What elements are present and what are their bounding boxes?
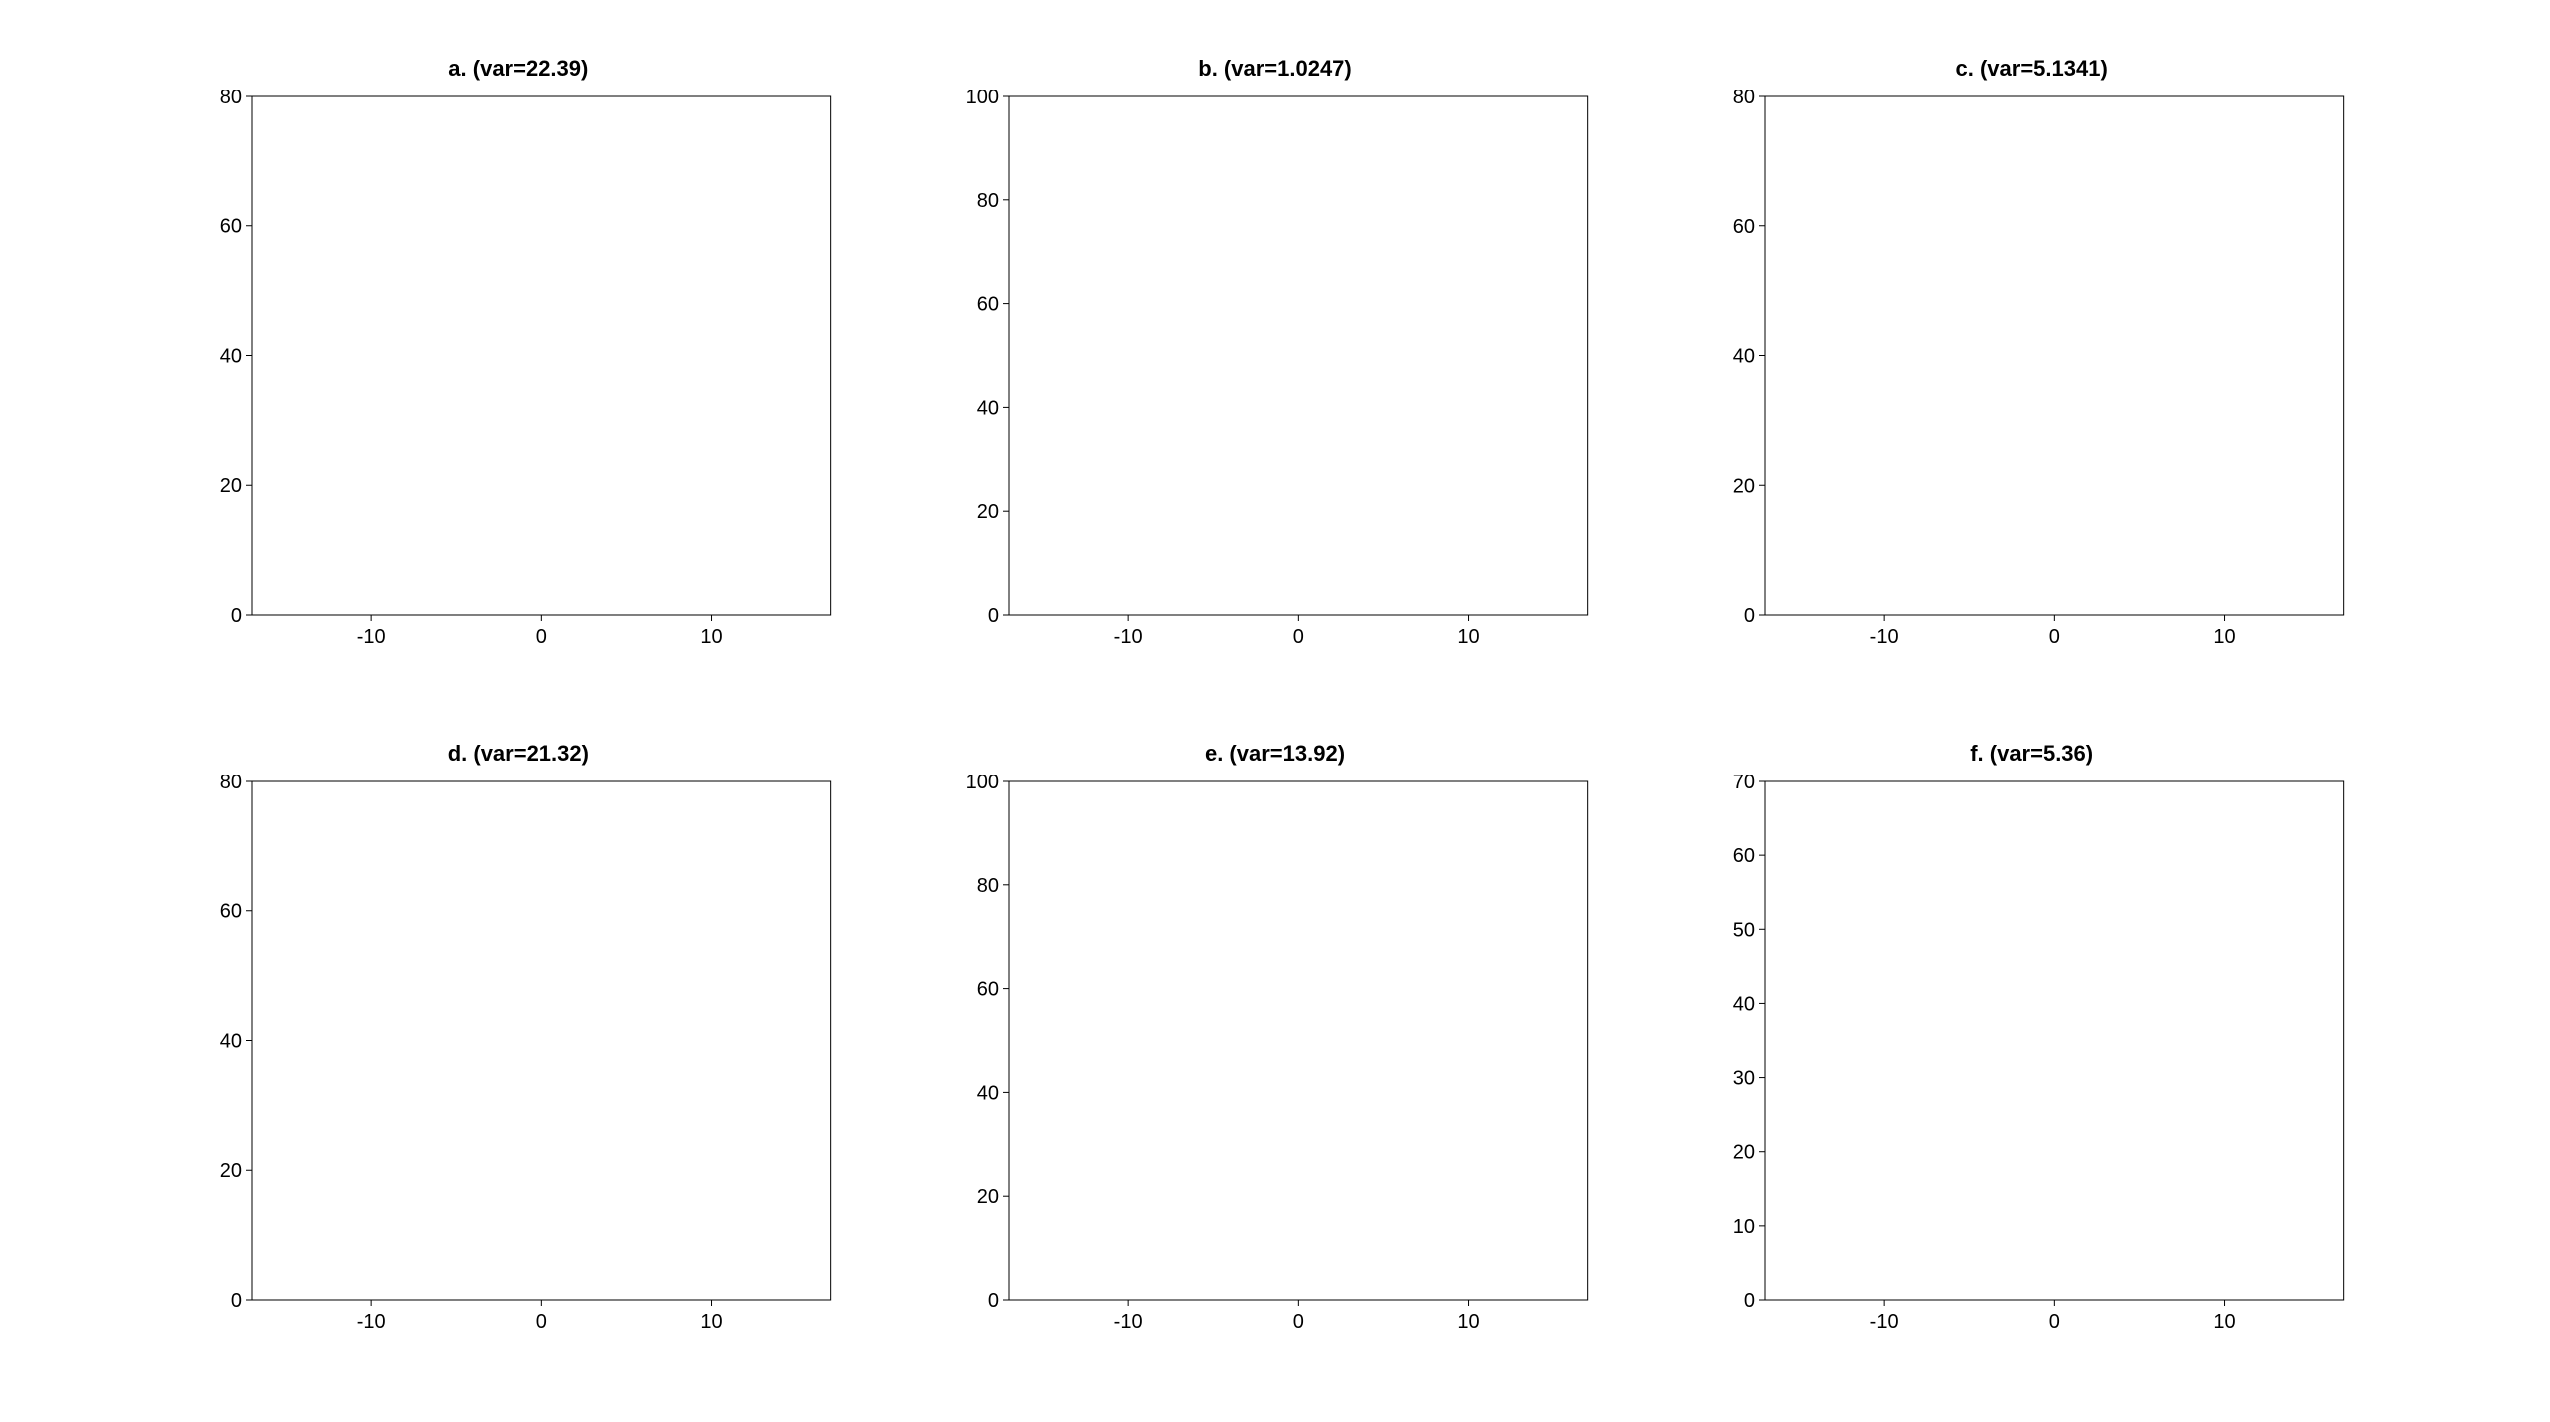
axis-box [1765,96,2344,615]
xtick-label: 10 [2214,626,2236,648]
axis-box [1765,781,2344,1300]
ytick-label: 100 [965,775,998,793]
ytick-label: 20 [1733,475,1755,497]
ytick-label: 30 [1733,1068,1755,1090]
ytick-label: 40 [1733,993,1755,1015]
ytick-label: 20 [976,501,998,523]
xtick-label: 10 [700,626,722,648]
ytick-label: 40 [976,1082,998,1104]
ytick-label: 40 [1733,346,1755,368]
histogram-e: 0 20 40 60 80 100 -10 0 10 [957,775,1594,1340]
ytick-label: 100 [965,90,998,108]
xtick-label: 10 [1457,1311,1479,1333]
ytick-label: 20 [220,475,242,497]
panel-title-e: e. (var=13.92) [957,741,1594,767]
histogram-d: 0 20 40 60 80 -10 0 10 [200,775,837,1340]
panel-c: c. (var=5.1341)020406080-10010 [1713,90,2350,655]
ytick-label: 50 [1733,919,1755,941]
ytick-label: 20 [1733,1142,1755,1164]
ytick-label: 60 [976,979,998,1001]
ytick-label: 70 [1733,775,1755,793]
axis-box [252,96,831,615]
panel-grid: a. (var=22.39)020406080-10010b. (var=1.0… [200,90,2350,1340]
axis-box [1009,781,1588,1300]
ytick-label: 0 [231,1290,242,1312]
ytick-label: 80 [220,775,242,793]
panel-f: f. (var=5.36)010203040506070-10010 [1713,775,2350,1340]
panel-title-d: d. (var=21.32) [200,741,837,767]
ytick-label: 0 [1744,605,1755,627]
ytick-label: 80 [220,90,242,108]
histogram-f: 0 10 20 30 40 50 60 70 -10 0 10 [1713,775,2350,1340]
xtick-label: 10 [2214,1311,2236,1333]
ytick-label: 60 [220,901,242,923]
ytick-label: 40 [220,1031,242,1053]
ytick-label: 60 [220,216,242,238]
histogram-c: 0 20 40 60 80 -10 0 10 [1713,90,2350,655]
ytick-label: 80 [976,875,998,897]
xtick-label: 0 [536,1311,547,1333]
ytick-label: 60 [1733,216,1755,238]
ytick-label: 40 [976,397,998,419]
ytick-label: 20 [976,1186,998,1208]
xtick-label: 0 [1292,1311,1303,1333]
panel-title-b: b. (var=1.0247) [957,56,1594,82]
xtick-label: 0 [2049,1311,2060,1333]
ytick-label: 40 [220,346,242,368]
ytick-label: 60 [1733,845,1755,867]
figure: a. (var=22.39) 0 20 40 60 80 -10 0 10 b. (var=1.0… [0,0,2550,1422]
xtick-label: 0 [1292,626,1303,648]
histogram-a: 0 20 40 60 80 -10 0 10 [200,90,837,655]
ytick-label: 0 [988,1290,999,1312]
panel-d: d. (var=21.32)020406080-10010 [200,775,837,1340]
xtick-label: 10 [1457,626,1479,648]
ytick-label: 10 [1733,1216,1755,1238]
ytick-label: 0 [988,605,999,627]
xtick-label: -10 [1113,626,1142,648]
xtick-label: -10 [1113,1311,1142,1333]
axis-box [252,781,831,1300]
panel-b: b. (var=1.0247)020406080100-10010 [957,90,1594,655]
xtick-label: -10 [1870,626,1899,648]
ytick-label: 80 [1733,90,1755,108]
ytick-label: 0 [231,605,242,627]
xtick-label: -10 [1870,1311,1899,1333]
panel-title-f: f. (var=5.36) [1713,741,2350,767]
panel-title-c: c. (var=5.1341) [1713,56,2350,82]
xtick-label: -10 [357,1311,386,1333]
xtick-label: 10 [700,1311,722,1333]
histogram-b: 0 20 40 60 80 100 -10 0 10 [957,90,1594,655]
xtick-label: 0 [536,626,547,648]
ytick-label: 20 [220,1160,242,1182]
ytick-label: 80 [976,190,998,212]
xtick-label: -10 [357,626,386,648]
axis-box [1009,96,1588,615]
panel-title-a: a. (var=22.39) [200,56,837,82]
panel-e: e. (var=13.92)020406080100-10010 [957,775,1594,1340]
ytick-label: 0 [1744,1290,1755,1312]
ytick-label: 60 [976,294,998,316]
xtick-label: 0 [2049,626,2060,648]
panel-a: a. (var=22.39)020406080-10010 [200,90,837,655]
